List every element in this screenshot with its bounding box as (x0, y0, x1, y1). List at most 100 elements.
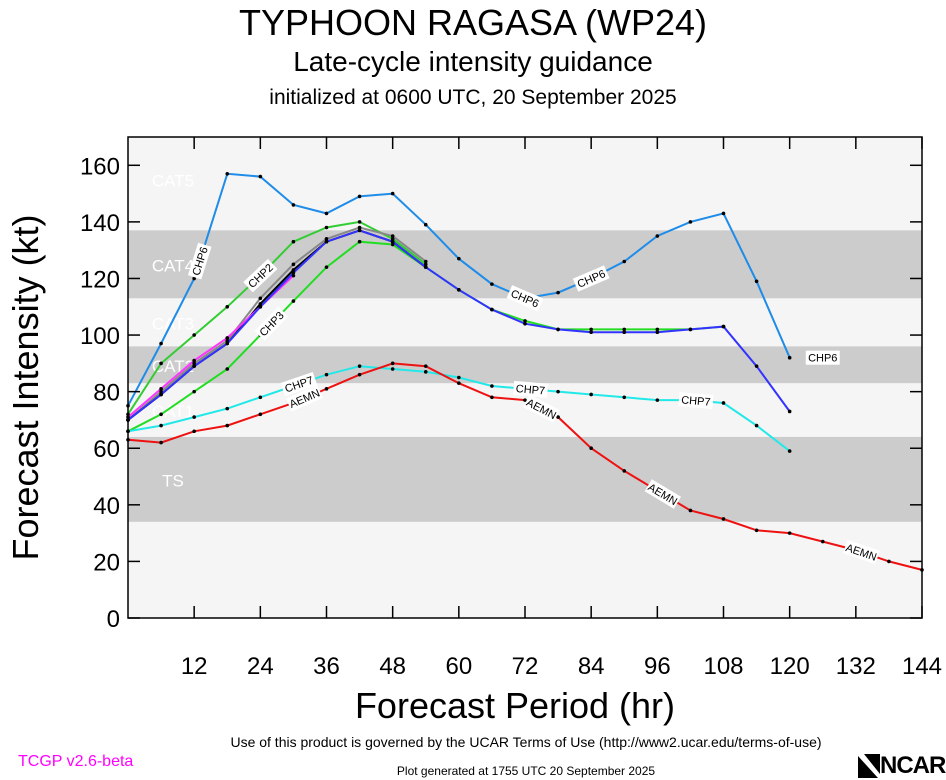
data-point-chp7 (225, 406, 230, 411)
data-point-chp0 (655, 330, 660, 335)
data-point-aemn (622, 469, 627, 473)
data-point-chp6 (622, 259, 627, 264)
series-label-bg (644, 479, 682, 509)
category-band-cat4 (128, 230, 922, 299)
series-label-bg (254, 306, 289, 341)
series-label-bg (286, 385, 323, 412)
data-point-chp0 (589, 330, 593, 335)
data-point-chp5 (258, 302, 263, 306)
data-point-chp2 (225, 304, 230, 309)
y-tick-label: 140 (80, 210, 120, 237)
data-point-chp2 (324, 225, 329, 230)
category-label-ts: TS (162, 471, 184, 490)
data-point-chp4 (291, 262, 296, 267)
data-point-aemn (258, 412, 263, 417)
data-point-chp4 (357, 225, 362, 230)
ncar-logo-text: NCAR (880, 752, 946, 779)
x-tick-label: 60 (445, 653, 472, 680)
data-point-chp7 (192, 415, 196, 419)
data-point-chp7 (490, 384, 494, 388)
data-point-chp0 (457, 287, 461, 292)
data-point-chp4 (159, 389, 163, 394)
series-label-bg (523, 394, 560, 423)
data-point-chp6 (357, 194, 362, 199)
data-point-aemn (423, 364, 428, 368)
data-point-chp6 (787, 355, 792, 360)
category-label-cat1: CAT1 (152, 402, 194, 421)
category-band-cat2 (128, 346, 922, 384)
data-point-chp7 (258, 395, 263, 400)
y-tick-label: 20 (93, 549, 120, 576)
data-point-chp6 (490, 282, 494, 286)
data-point-chp3 (523, 319, 527, 323)
data-point-chp2 (390, 237, 395, 241)
data-point-chp0 (523, 321, 527, 326)
data-point-chp0 (357, 228, 362, 233)
data-point-chp4 (324, 237, 329, 241)
y-axis-title: Forecast Intensity (kt) (5, 214, 46, 560)
data-point-chp0 (159, 392, 163, 397)
data-point-chp3 (291, 299, 296, 303)
data-point-chp1 (291, 273, 296, 278)
chart-title: TYPHOON RAGASA (WP24) (238, 2, 708, 43)
series-label-bg (843, 539, 880, 565)
series-label-bg (506, 285, 544, 312)
data-point-chp6 (655, 234, 660, 238)
data-point-chp2 (423, 262, 428, 267)
data-point-chp6 (423, 222, 428, 227)
data-point-chp7 (324, 372, 329, 377)
series-label-bg (512, 380, 549, 398)
data-point-chp3 (655, 327, 660, 332)
data-point-chp7 (159, 423, 163, 428)
data-point-chp4 (258, 296, 263, 301)
y-tick-label: 80 (93, 380, 120, 407)
data-point-aemn (192, 429, 196, 434)
data-point-chp6 (390, 191, 395, 196)
series-label-bg (678, 392, 714, 410)
data-point-chp3 (390, 242, 395, 247)
product-version: TCGP v2.6-beta (18, 753, 134, 770)
data-point-chp0 (622, 330, 627, 335)
data-point-chp6 (457, 256, 461, 261)
series-label-bg (572, 265, 610, 292)
data-point-chp0 (291, 271, 296, 275)
terms-of-use-notice: Use of this product is governed by the U… (230, 734, 822, 750)
data-point-aemn (457, 381, 461, 385)
series-line-chp4 (127, 226, 427, 421)
x-tick-label: 120 (770, 653, 810, 680)
data-point-chp6 (721, 211, 726, 216)
data-point-chp6 (291, 203, 296, 207)
y-tick-label: 40 (93, 493, 120, 520)
data-point-chp2 (291, 239, 296, 244)
data-point-chp6 (192, 276, 196, 281)
y-tick-label: 60 (93, 436, 120, 463)
data-point-chp0 (324, 239, 329, 244)
data-point-chp3 (589, 327, 593, 332)
series-label-chp6: CHP6 (808, 353, 837, 365)
data-point-chp6 (258, 174, 263, 179)
category-band-ts (128, 436, 922, 522)
data-point-aemn (721, 517, 726, 521)
data-point-chp6 (159, 341, 163, 346)
data-point-chp0 (258, 304, 263, 309)
data-point-chp0 (225, 341, 230, 346)
data-point-aemn (523, 398, 527, 402)
chart-subtitle: Late-cycle intensity guidance (293, 46, 653, 77)
ncar-logo: NCAR (856, 750, 946, 780)
data-point-chp6 (556, 290, 560, 295)
data-point-chp7 (390, 367, 395, 371)
plot-generated-time: Plot generated at 1755 UTC 20 September … (396, 764, 656, 778)
data-point-chp7 (655, 398, 660, 402)
data-point-chp0 (423, 265, 428, 269)
x-axis-title: Forecast Period (hr) (355, 685, 675, 726)
y-tick-label: 100 (80, 323, 120, 350)
x-tick-label: 48 (379, 653, 406, 680)
data-point-chp7 (622, 395, 627, 400)
data-point-chp2 (192, 333, 196, 337)
data-point-chp0 (390, 239, 395, 244)
x-tick-label: 24 (247, 653, 274, 680)
data-point-aemn (357, 372, 362, 377)
category-label-cat5: CAT5 (152, 171, 194, 190)
data-point-chp3 (357, 239, 362, 244)
